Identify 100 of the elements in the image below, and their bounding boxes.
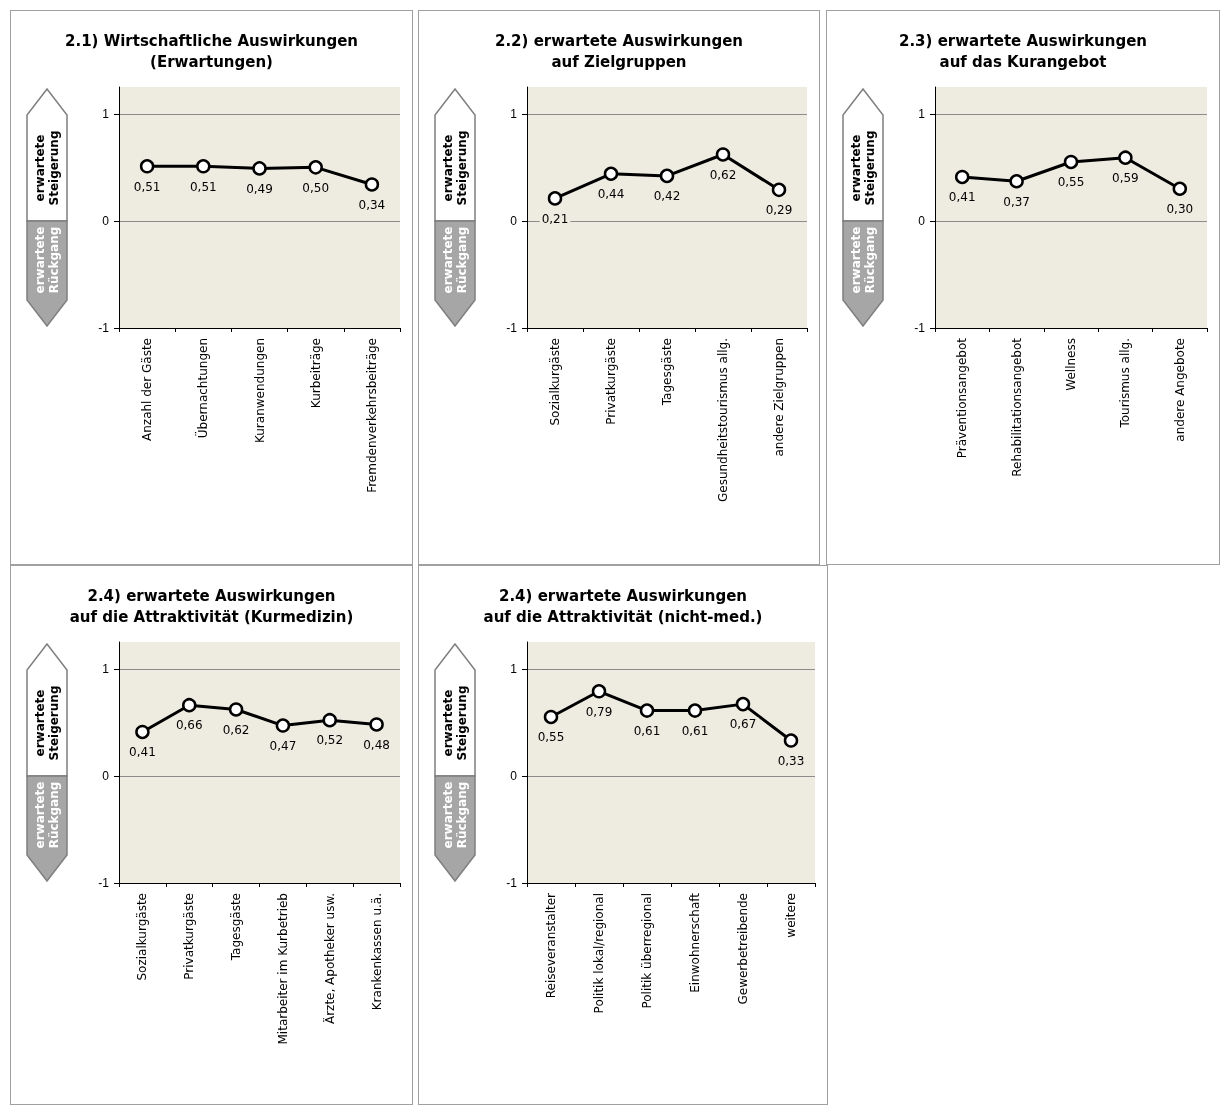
x-tick-label: weitere [784,893,798,938]
y-tick-label: 1 [102,106,110,121]
data-label: 0,79 [585,704,613,719]
point [543,709,559,725]
point [139,159,155,174]
text: erwartete Rückgang [33,781,61,849]
y-tick-label: -1 [506,321,518,335]
text: erwartete Steigerung [849,129,877,208]
y-tick-label: -1 [98,321,110,335]
point [369,717,384,732]
point [547,191,563,206]
y-tick-label: 1 [510,106,518,121]
point [954,169,970,185]
x-tick-label: Ärzte, Apotheker usw. [321,893,337,1025]
text: erwartete Steigerung [441,684,469,763]
data-label: 0,33 [777,753,805,768]
data-label: 0,50 [302,180,330,195]
point [1118,150,1133,165]
data-label: 0,42 [653,189,681,204]
chart-title: 2.4) erwartete Auswirkungen auf die Attraktivität (Kurmedizin) [69,586,354,626]
data-label: 0,49 [246,181,273,196]
point [783,733,799,748]
x-tick-label: Sozialkurgäste [135,893,150,981]
chart-title: 2.4) erwartete Auswirkungen auf die Attraktivität (nicht-med.) [483,586,763,626]
point [364,177,380,192]
point [715,147,731,162]
data-label: 0,61 [681,723,709,738]
x-tick-label: Tourismus allg. [1118,338,1133,429]
x-tick-label: Kuranwendungen [252,338,267,444]
y-tick-label: -1 [506,876,518,890]
x-tick-label: Fremdenverkehrsbeiträge [364,338,379,493]
data-label: 0,62 [222,722,250,737]
point [687,703,703,718]
data-label: 0,55 [1057,175,1085,190]
x-tick-label: Privatkurgäste [604,338,618,425]
text: erwartete Rückgang [441,781,469,849]
text: erwartete Rückgang [441,226,469,294]
y-tick-label: 0 [102,213,110,228]
x-tick-label: Politik lokal/regional [592,893,606,1014]
data-label: 0,48 [363,737,390,752]
data-label: 0,30 [1166,202,1194,217]
point [603,166,619,182]
point [182,697,197,713]
point [322,712,337,728]
point [735,696,751,712]
y-tick-label: 1 [102,661,110,676]
data-label: 0,61 [633,723,661,738]
chart-title: 2.2) erwartete Auswirkungen auf Zielgruppen [494,31,744,71]
x-tick-label: Mitarbeiter im Kurbetrieb [275,893,290,1045]
text: erwartete Rückgang [849,226,877,294]
point [771,182,787,198]
x-tick-label: Politik überregional [640,893,654,1009]
x-tick-label: andere Zielgruppen [772,338,786,457]
y-tick-label: 0 [918,213,926,228]
data-label: 0,41 [948,190,976,205]
x-tick-label: Übernachtungen [194,338,211,439]
data-label: 0,62 [709,167,737,182]
text: erwartete Steigerung [441,129,469,208]
x-tick-label: Einwohnerschaft [688,892,702,993]
x-tick-label: Wellness [1064,338,1078,391]
data-label: 0,44 [597,187,625,202]
x-tick-label: Kurbeiträge [308,338,323,409]
x-tick-label: Rehabilitationsangebot [1009,337,1024,477]
point [639,703,655,718]
x-tick-label: Privatkurgäste [182,893,197,980]
x-tick-label: Gewerbetreibende [736,893,750,1005]
data-label: 0,66 [175,718,203,733]
data-label: 0,29 [765,203,793,218]
chart-title: 2.1) Wirtschaftliche Auswirkungen (Erwartungen) [64,31,359,71]
y-tick-label: 1 [510,661,518,676]
data-label: 0,37 [1003,194,1030,209]
x-tick-label: Sozialkurgäste [548,338,562,426]
data-label: 0,59 [1112,170,1139,185]
data-label: 0,51 [133,179,161,194]
point [228,702,244,717]
point [1063,154,1079,170]
data-label: 0,55 [537,730,565,745]
point [1009,174,1024,189]
y-tick-label: 0 [510,768,518,783]
y-tick-label: 0 [102,768,110,783]
x-tick-label: Gesundheitstourismus allg. [716,338,730,503]
x-tick-label: Krankenkassen u.ä. [369,893,384,1011]
text: erwartete Rückgang [33,226,61,294]
point [659,168,675,184]
point [591,684,607,699]
text: erwartete Steigerung [33,684,61,763]
point [1172,181,1188,196]
data-label: 0,21 [541,211,569,226]
y-tick-label: -1 [914,321,926,335]
x-tick-label: Anzahl der Gäste [140,338,155,441]
x-tick-label: andere Angebote [1172,338,1187,442]
data-label: 0,52 [316,733,344,748]
data-label: 0,67 [729,717,757,732]
point [275,718,291,733]
point [252,161,267,176]
x-tick-label: Tagesgäste [660,338,674,407]
data-label: 0,51 [189,179,217,194]
text: erwartete Steigerung [33,129,61,208]
point [196,159,211,174]
x-tick-label: Tagesgäste [229,893,244,962]
